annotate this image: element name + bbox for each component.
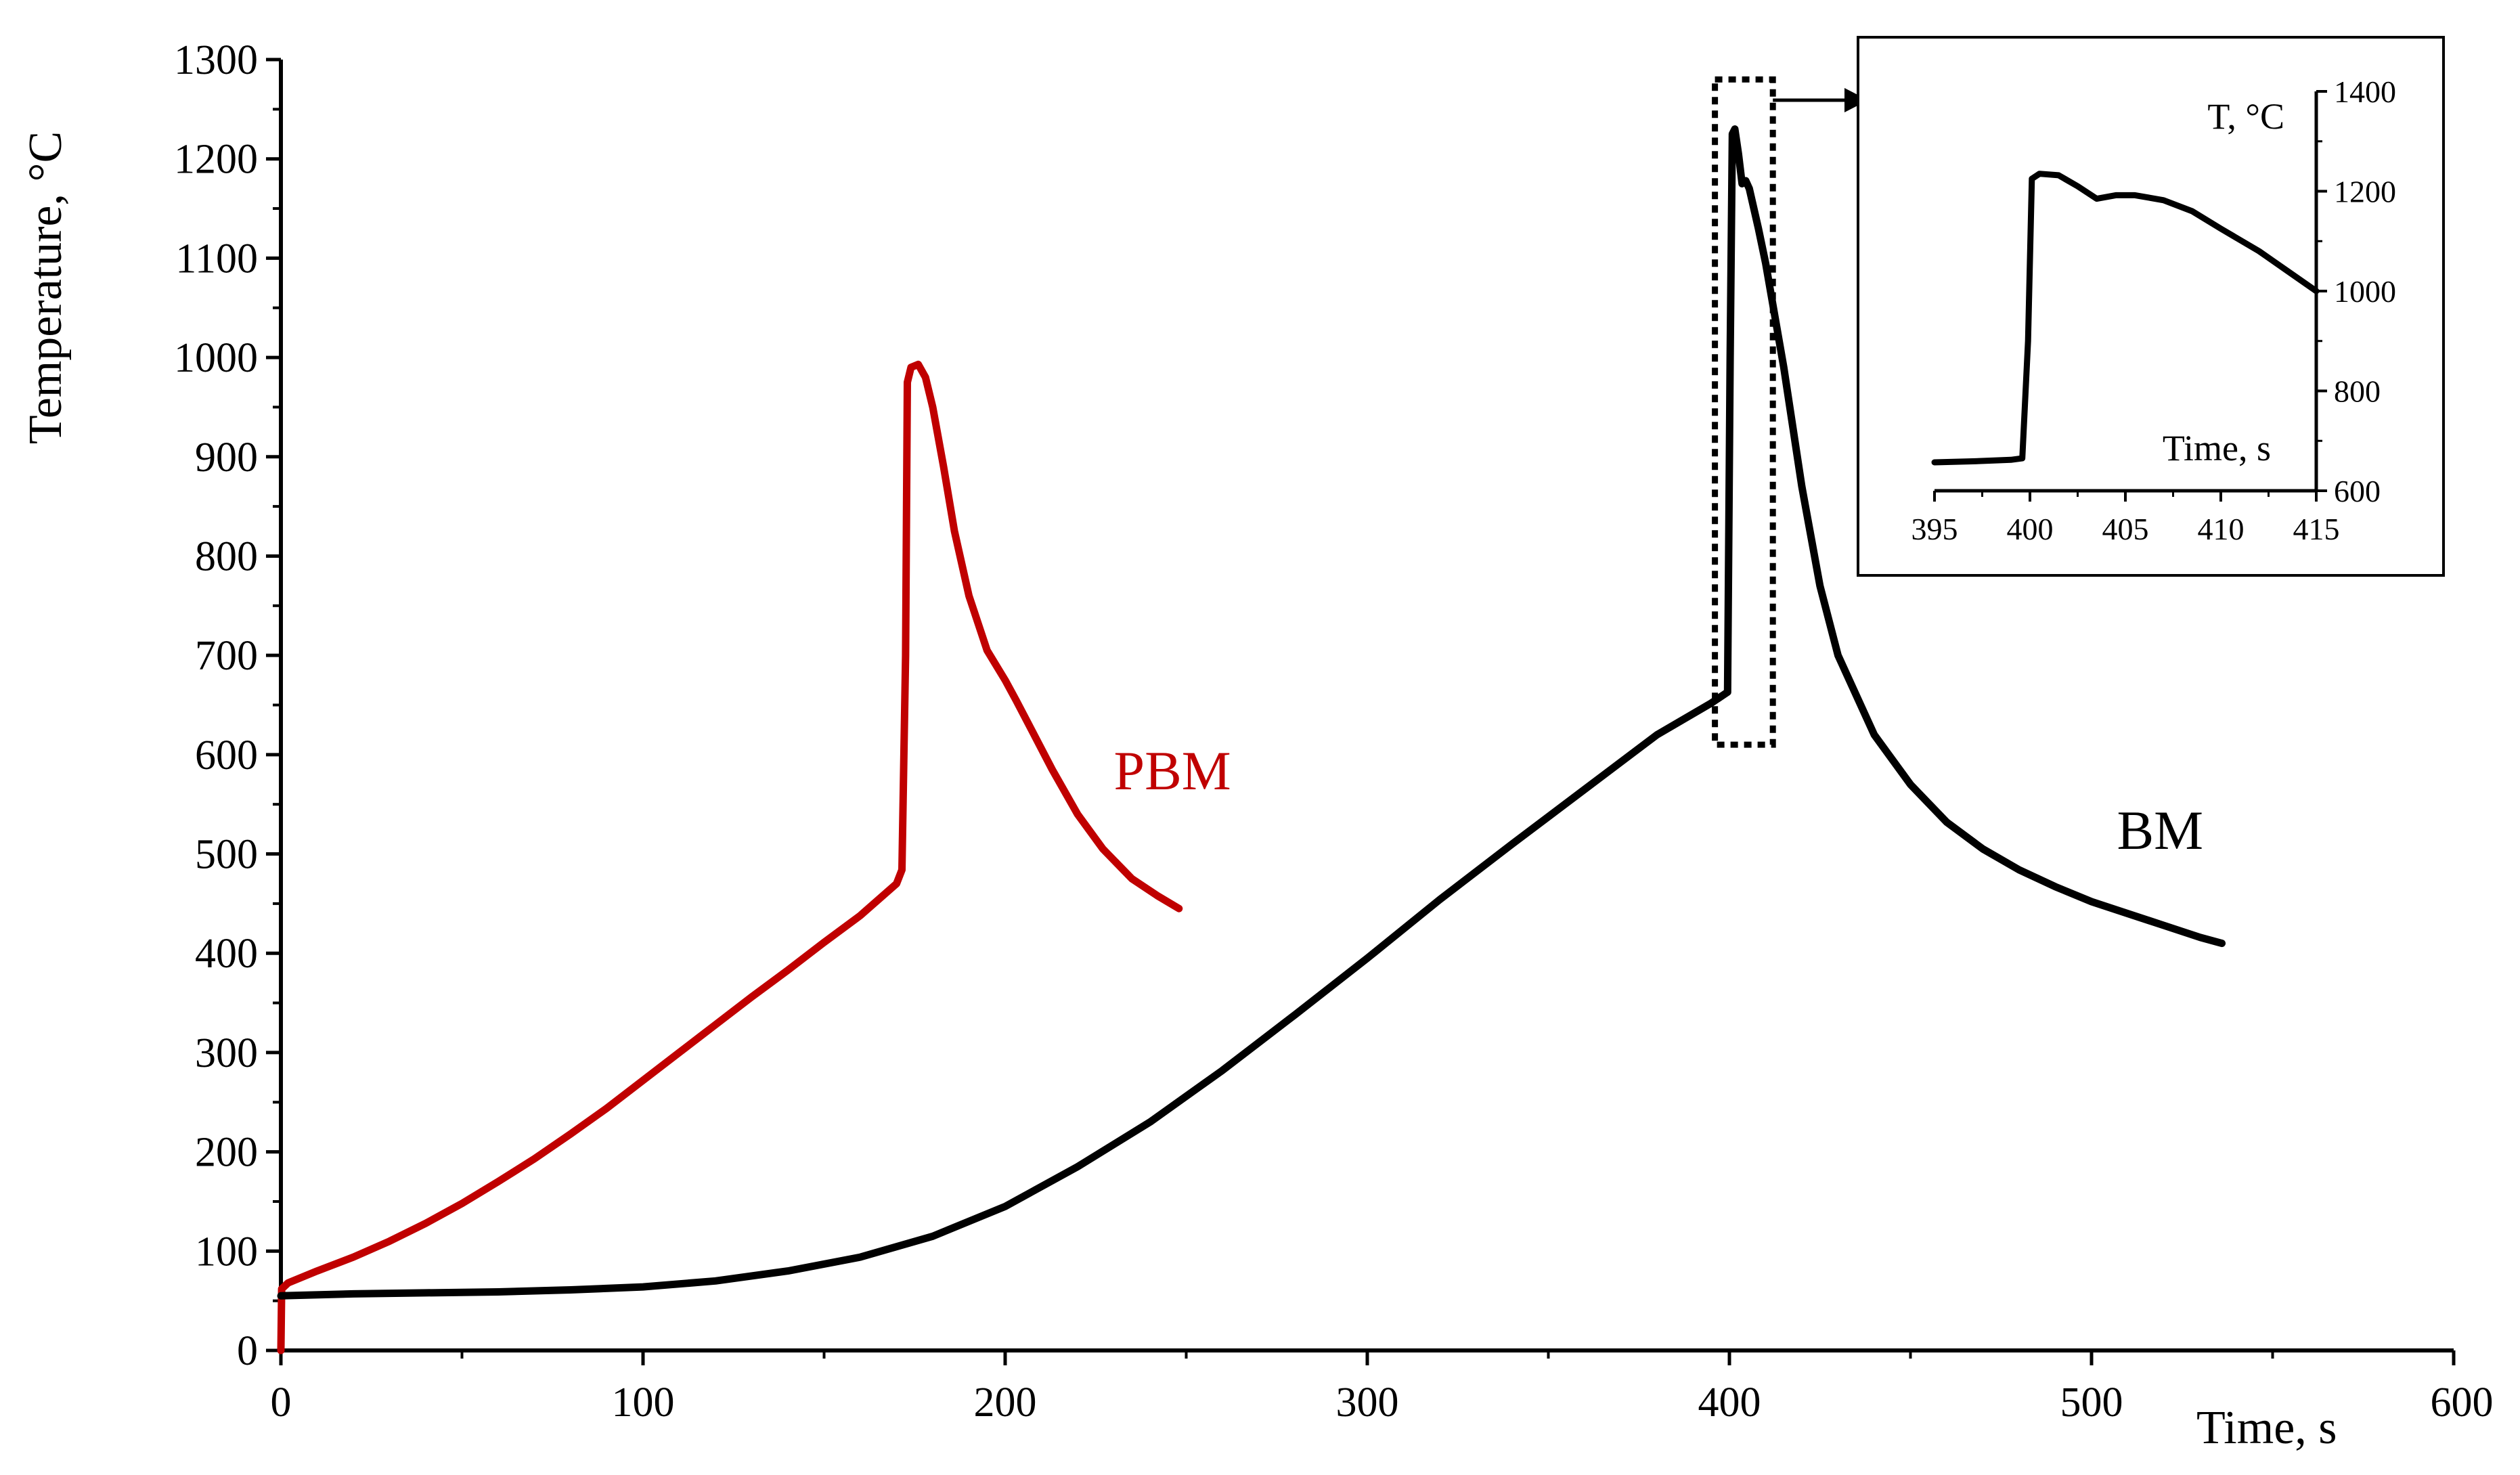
x-tick-label: 0 (271, 1380, 292, 1426)
series-label-pbm: PBM (1114, 740, 1231, 801)
x-tick-label: 200 (974, 1380, 1037, 1426)
inset-y-tick-label: 600 (2334, 474, 2381, 508)
y-axis-title: Temperature, °C (20, 131, 72, 444)
series-label-bm: BM (2117, 799, 2203, 861)
inset-y-axis-title: T, °C (2207, 96, 2284, 137)
y-tick-label: 1200 (174, 137, 258, 183)
x-tick-label: 600 (2431, 1380, 2494, 1426)
y-tick-label: 500 (195, 832, 258, 878)
y-tick-label: 1000 (174, 335, 258, 381)
y-tick-label: 400 (195, 931, 258, 977)
zoom-arrow-head (1844, 88, 1868, 112)
y-tick-label: 700 (195, 633, 258, 679)
inset-x-tick-label: 395 (1911, 512, 1958, 546)
x-tick-label: 400 (1698, 1380, 1761, 1426)
x-tick-label: 100 (612, 1380, 675, 1426)
y-tick-label: 300 (195, 1030, 258, 1076)
y-tick-label: 200 (195, 1130, 258, 1176)
y-tick-label: 1300 (174, 37, 258, 83)
y-tick-label: 1100 (175, 236, 258, 282)
y-tick-label: 600 (195, 732, 258, 778)
main-plot: 0100200300400500600700800900100011001200… (174, 37, 2494, 1426)
inset-x-tick-label: 410 (2198, 512, 2245, 546)
series-line-pbm (277, 360, 1183, 1355)
y-tick-label: 900 (195, 435, 258, 481)
inset-x-axis-title: Time, s (2163, 428, 2271, 468)
zoom-region-rect (1712, 76, 1776, 748)
inset-chart: 395 400 405 410 415 600 800 1000 1200 1400 T, °C Ti… (1857, 36, 2445, 577)
inset-x-tick-label: 400 (2007, 512, 2054, 546)
inset-y-tick-label: 1400 (2334, 74, 2396, 109)
x-tick-label: 300 (1336, 1380, 1399, 1426)
y-tick-label: 100 (195, 1229, 258, 1275)
x-axis-title: Time, s (2196, 1402, 2337, 1454)
inset-series-line (1931, 171, 2320, 466)
inset-x-tick-label: 405 (2102, 512, 2149, 546)
inset-y-tick-label: 1000 (2334, 274, 2396, 309)
inset-frame (1857, 36, 2445, 577)
series-line-bm (277, 125, 2226, 1300)
y-tick-label: 0 (237, 1328, 258, 1374)
inset-x-tick-label: 415 (2293, 512, 2340, 546)
inset-y-tick-label: 800 (2334, 374, 2381, 409)
x-tick-label: 500 (2060, 1380, 2123, 1426)
inset-y-tick-label: 1200 (2334, 175, 2396, 209)
zoom-highlight-box (1712, 76, 1868, 748)
y-tick-label: 800 (195, 533, 258, 579)
